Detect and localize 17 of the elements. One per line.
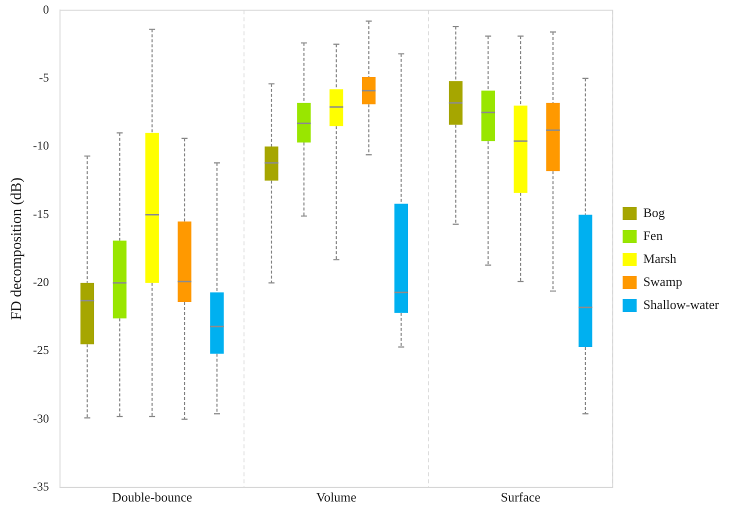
y-tick-label: -30 — [32, 411, 49, 426]
x-tick-label: Surface — [500, 490, 541, 505]
legend-label: Swamp — [643, 274, 682, 289]
y-tick-label: -10 — [32, 138, 49, 153]
legend-label: Bog — [643, 204, 666, 220]
y-tick-label: -5 — [38, 70, 49, 85]
y-tick-label: -15 — [32, 206, 49, 221]
y-tick-label: -35 — [32, 480, 49, 494]
x-tick-label: Volume — [316, 490, 357, 505]
legend-label: Shallow-water — [643, 296, 720, 312]
y-tick-label: -20 — [32, 275, 49, 290]
y-axis-title: FD decomposition (dB) — [8, 178, 25, 320]
legend-label: Marsh — [643, 250, 677, 266]
y-tick-label: -25 — [32, 343, 49, 358]
legend-label: Fen — [643, 228, 664, 243]
y-tick-label: 0 — [42, 2, 49, 16]
x-tick-label: Double-bounce — [112, 490, 192, 505]
